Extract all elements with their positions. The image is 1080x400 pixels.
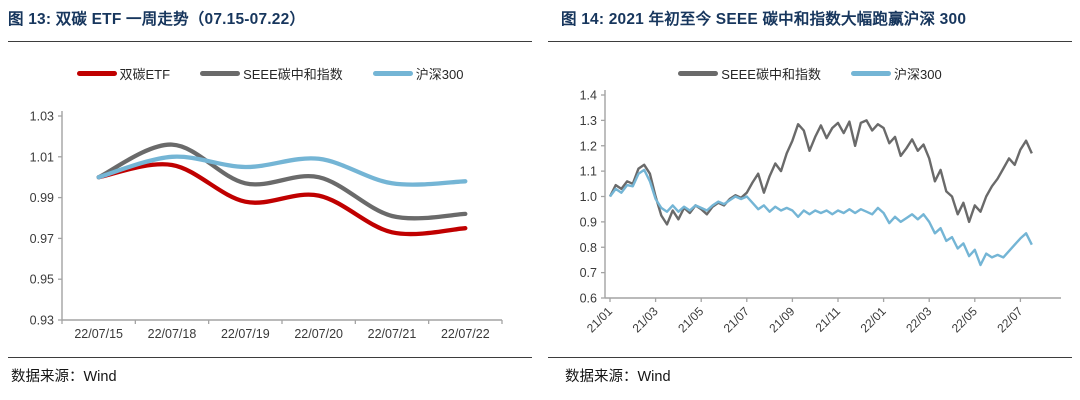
legend-item-0: 双碳ETF: [76, 64, 171, 83]
series-line: [609, 168, 1033, 267]
legend-item-2: 沪深300: [372, 64, 464, 83]
x-tick-label: 21/05: [675, 304, 706, 335]
y-tick-label: 0.95: [30, 273, 54, 287]
figure-14-title: 图 14: 2021 年初至今 SEEE 碳中和指数大幅跑赢沪深 300: [561, 11, 967, 28]
y-tick-label: 0.99: [30, 191, 54, 205]
legend-label: 双碳ETF: [119, 67, 171, 82]
y-tick-label: 1.2: [580, 139, 597, 153]
x-tick-label: 21/03: [630, 304, 661, 335]
x-tick-label: 22/01: [858, 304, 889, 335]
source-divider: [548, 357, 1072, 358]
legend-line-swatch: [678, 71, 719, 76]
y-tick-label: 1.0: [580, 190, 597, 204]
y-tick-label: 1.1: [580, 165, 597, 179]
figure-13-legend: 双碳ETF SEEE碳中和指数 沪深300: [0, 64, 540, 83]
legend-label: 沪深300: [415, 67, 464, 82]
x-tick-label: 22/07: [994, 304, 1025, 335]
y-tick-label: 1.03: [30, 110, 54, 124]
legend-line-swatch: [850, 71, 891, 76]
y-tick-label: 1.01: [30, 150, 54, 164]
title-divider: [548, 41, 1072, 42]
y-tick-label: 0.97: [30, 232, 54, 246]
y-tick-label: 0.9: [580, 215, 597, 229]
legend-line-swatch: [372, 71, 413, 76]
figure-14-chart: 1.4 1.3 1.2 1.1 1.0 0.9 0.8 0.7 0.621/01 21/03 21/…: [580, 89, 1061, 335]
y-tick-label: 1.3: [580, 114, 597, 128]
x-tick-label: 21/01: [584, 304, 615, 335]
y-tick-label: 0.8: [580, 241, 597, 255]
x-tick-label: 22/05: [949, 304, 980, 335]
x-tick-label: 21/09: [766, 304, 797, 335]
x-tick-label: 22/07/21: [368, 327, 417, 341]
x-tick-label: 21/07: [721, 304, 752, 335]
figure-14-legend: SEEE碳中和指数 沪深300: [540, 64, 1080, 83]
legend-item-1: SEEE碳中和指数: [200, 64, 343, 83]
x-tick-label: 22/07/20: [294, 327, 343, 341]
title-divider: [8, 41, 532, 42]
legend-label: 沪深300: [893, 67, 942, 82]
x-tick-label: 21/11: [813, 304, 844, 335]
figure-13-source: 数据来源：Wind: [11, 369, 117, 385]
figure-14-source: 数据来源：Wind: [565, 369, 671, 385]
y-tick-label: 0.7: [580, 266, 597, 280]
x-tick-label: 22/03: [903, 304, 934, 335]
figure-14-panel: 图 14: 2021 年初至今 SEEE 碳中和指数大幅跑赢沪深 300 SEE…: [540, 0, 1080, 400]
series-line: [96, 154, 468, 187]
y-tick-label: 0.6: [580, 292, 597, 306]
figure-13-panel: 图 13: 双碳 ETF 一周走势（07.15-07.22） 双碳ETF SEEE…: [0, 11, 540, 385]
legend-label: SEEE碳中和指数: [243, 67, 343, 82]
x-tick-label: 22/07/18: [148, 327, 197, 341]
source-divider: [8, 357, 532, 358]
series-line: [96, 142, 468, 221]
legend-item-0: SEEE碳中和指数: [678, 64, 821, 83]
y-tick-label: 0.93: [30, 314, 54, 328]
x-tick-label: 22/07/19: [221, 327, 270, 341]
legend-item-1: 沪深300: [850, 64, 942, 83]
legend-line-swatch: [76, 71, 117, 76]
x-tick-label: 22/07/22: [441, 327, 490, 341]
series-line: [608, 119, 1033, 226]
y-tick-label: 1.4: [580, 89, 597, 103]
figure-13-title: 图 13: 双碳 ETF 一周走势（07.15-07.22）: [8, 11, 306, 28]
x-tick-label: 22/07/15: [74, 327, 123, 341]
figure-13-chart: 1.03 1.01 0.99 0.97 0.95 0.93 22/07/15 22/07/18…: [30, 110, 503, 341]
legend-label: SEEE碳中和指数: [721, 67, 821, 82]
series-line: [96, 162, 468, 237]
legend-line-swatch: [200, 71, 241, 76]
